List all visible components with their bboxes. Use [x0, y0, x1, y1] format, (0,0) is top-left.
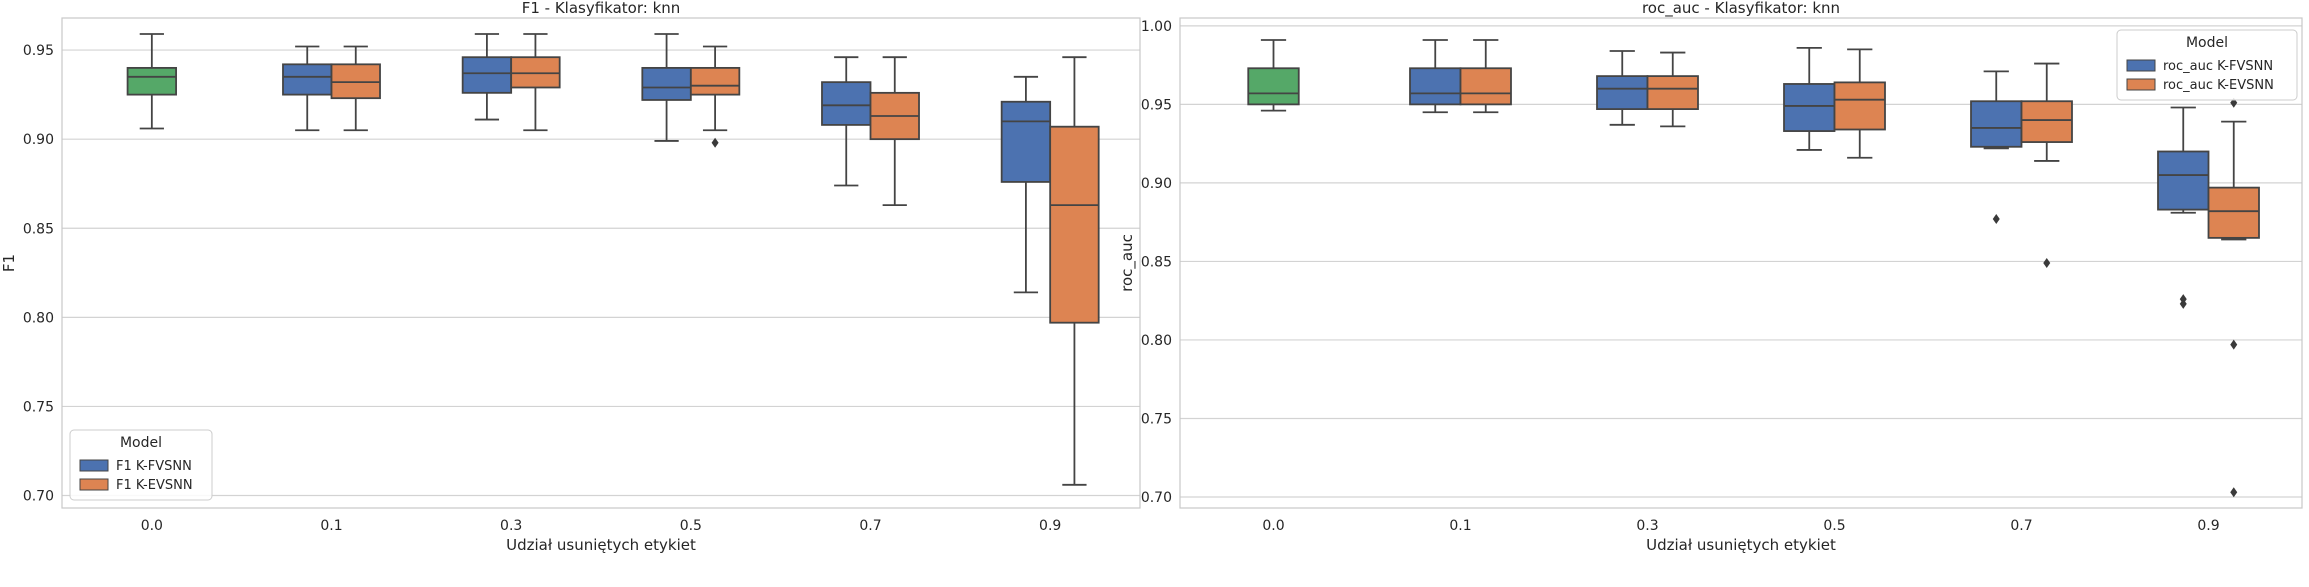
chart-panel-2: 0.70 0.75 0.80 0.85 0.90 0.95 1.00 0.0 0.1 0.3 0.5…	[1118, 0, 2303, 554]
x-axis-label: Udział usuniętych etykiet	[1646, 536, 1836, 554]
x-tick-label: 0.5	[1823, 518, 1845, 534]
y-tick-label: 0.80	[1141, 333, 1172, 349]
outlier-point	[1992, 214, 2000, 225]
box-body	[641, 66, 692, 101]
x-tick-label: 0.7	[859, 518, 881, 534]
y-tick-label: 0.95	[23, 43, 54, 59]
x-tick-label: 0.0	[141, 518, 163, 534]
x-tick-label: 0.3	[1636, 518, 1658, 534]
box-roc_auc-k-evsnn-0.7	[2020, 62, 2073, 268]
legend-label: F1 K-FVSNN	[116, 459, 192, 474]
box-roc_auc-k-evsnn-0.5	[1833, 48, 1886, 159]
x-axis-label: Udział usuniętych etykiet	[506, 536, 696, 554]
box-f1-k-fvsnn-0.3	[461, 33, 513, 121]
box-roc_auc-k-fvsnn-0.7	[1970, 70, 2023, 225]
box-body	[126, 66, 177, 96]
box-f1-k-fvsnn-0.9	[1000, 75, 1052, 294]
box-roc_auc-k-fvsnn-0.1	[1409, 39, 1462, 114]
box-f1-k-fvsnn-0.7	[821, 56, 872, 187]
legend-label: roc_auc K-FVSNN	[2163, 59, 2273, 74]
box-body	[2207, 186, 2260, 239]
box-roc_auc-k-evsnn-0.3	[1646, 51, 1699, 128]
plot-frame	[1179, 17, 2303, 509]
box-body	[461, 56, 513, 94]
x-tick-label: 0.3	[500, 518, 522, 534]
box-body	[1833, 81, 1886, 131]
box-f1-k-fvsnn-0.5	[641, 33, 692, 142]
chart-title: roc_auc - Klasyfikator: knn	[1642, 0, 1840, 18]
box-roc_auc-k-fvsnn-0.3	[1596, 50, 1649, 126]
y-tick-label: 0.70	[23, 489, 54, 505]
x-tick-label: 0.9	[2197, 518, 2219, 534]
box-f1-k-evsnn-0.9	[1049, 56, 1100, 486]
legend: Model roc_auc K-FVSNN roc_auc K-EVSNN	[2116, 29, 2298, 101]
chart-panel-1: 0.70 0.75 0.80 0.85 0.90 0.95 0.0 0.1 0.3 0.5 0.7 0…	[0, 0, 1141, 554]
box-roc_auc-k-evsnn-0.9	[2207, 97, 2260, 498]
y-axis-label: roc_auc	[1118, 234, 1137, 292]
legend-title: Model	[120, 435, 162, 451]
y-tick-label: 0.80	[23, 310, 54, 326]
legend-swatch	[79, 459, 109, 472]
outlier-point	[2230, 339, 2238, 350]
box-body	[1049, 125, 1100, 324]
legend-label: F1 K-EVSNN	[116, 478, 193, 493]
legend-swatch	[2126, 78, 2156, 91]
box-body	[282, 63, 333, 96]
legend-title: Model	[2186, 35, 2228, 51]
x-tick-label: 0.0	[1262, 518, 1284, 534]
y-tick-label: 0.85	[23, 221, 54, 237]
y-tick-label: 0.75	[23, 399, 54, 415]
box-body	[821, 81, 872, 126]
box-f1-k-fvsnn-0.0	[126, 33, 177, 130]
legend-swatch	[79, 478, 109, 491]
y-axis-label: F1	[0, 254, 18, 272]
y-tick-label: 0.90	[1141, 176, 1172, 192]
x-tick-label: 0.1	[320, 518, 342, 534]
box-body	[689, 66, 741, 96]
box-body	[1000, 100, 1052, 183]
legend-swatch	[2126, 59, 2156, 72]
y-tick-label: 0.70	[1141, 490, 1172, 506]
box-roc_auc-k-evsnn-0.1	[1459, 39, 1512, 114]
x-tick-label: 0.5	[680, 518, 702, 534]
legend: Model F1 K-FVSNN F1 K-EVSNN	[69, 429, 213, 501]
outlier-point	[2230, 487, 2238, 498]
box-body	[1783, 83, 1836, 132]
y-tick-label: 0.90	[23, 132, 54, 148]
box-roc_auc-k-fvsnn-0.0	[1247, 39, 1300, 112]
outlier-point	[711, 137, 719, 148]
box-body	[2020, 100, 2073, 143]
box-f1-k-evsnn-0.1	[330, 45, 381, 132]
box-roc_auc-k-fvsnn-0.9	[2157, 106, 2210, 309]
box-body	[1970, 100, 2023, 148]
box-f1-k-evsnn-0.7	[869, 56, 920, 206]
box-f1-k-fvsnn-0.1	[282, 45, 333, 132]
y-tick-label: 1.00	[1141, 19, 1172, 35]
box-body	[1247, 67, 1300, 106]
x-tick-label: 0.7	[2010, 518, 2032, 534]
box-f1-k-evsnn-0.5	[689, 45, 741, 148]
box-body	[1459, 67, 1512, 106]
y-tick-label: 0.85	[1141, 254, 1172, 270]
box-body	[1596, 75, 1649, 110]
box-roc_auc-k-fvsnn-0.5	[1783, 46, 1836, 151]
legend-box	[2116, 29, 2298, 101]
chart-title: F1 - Klasyfikator: knn	[522, 0, 681, 17]
y-tick-label: 0.75	[1141, 411, 1172, 427]
outlier-point	[2179, 298, 2187, 309]
legend-label: roc_auc K-EVSNN	[2163, 78, 2274, 93]
y-tick-label: 0.95	[1141, 97, 1172, 113]
box-body	[2157, 150, 2210, 211]
plot-frame	[61, 17, 1141, 509]
box-body	[1646, 75, 1699, 110]
outlier-point	[2043, 258, 2051, 268]
x-tick-label: 0.1	[1449, 518, 1471, 534]
x-tick-label: 0.9	[1039, 518, 1061, 534]
box-body	[1409, 67, 1462, 106]
box-f1-k-evsnn-0.3	[510, 33, 561, 132]
